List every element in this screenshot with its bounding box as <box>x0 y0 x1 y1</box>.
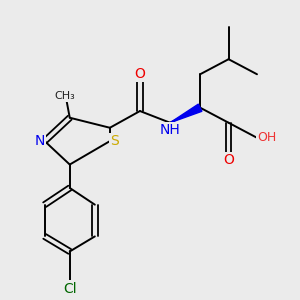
Text: O: O <box>223 153 234 167</box>
Text: S: S <box>110 134 118 148</box>
Text: O: O <box>134 67 146 81</box>
Text: N: N <box>34 134 45 148</box>
Text: OH: OH <box>257 131 276 144</box>
Text: CH₃: CH₃ <box>54 91 75 101</box>
Polygon shape <box>170 104 202 123</box>
Text: Cl: Cl <box>63 282 76 296</box>
Text: NH: NH <box>160 123 180 137</box>
